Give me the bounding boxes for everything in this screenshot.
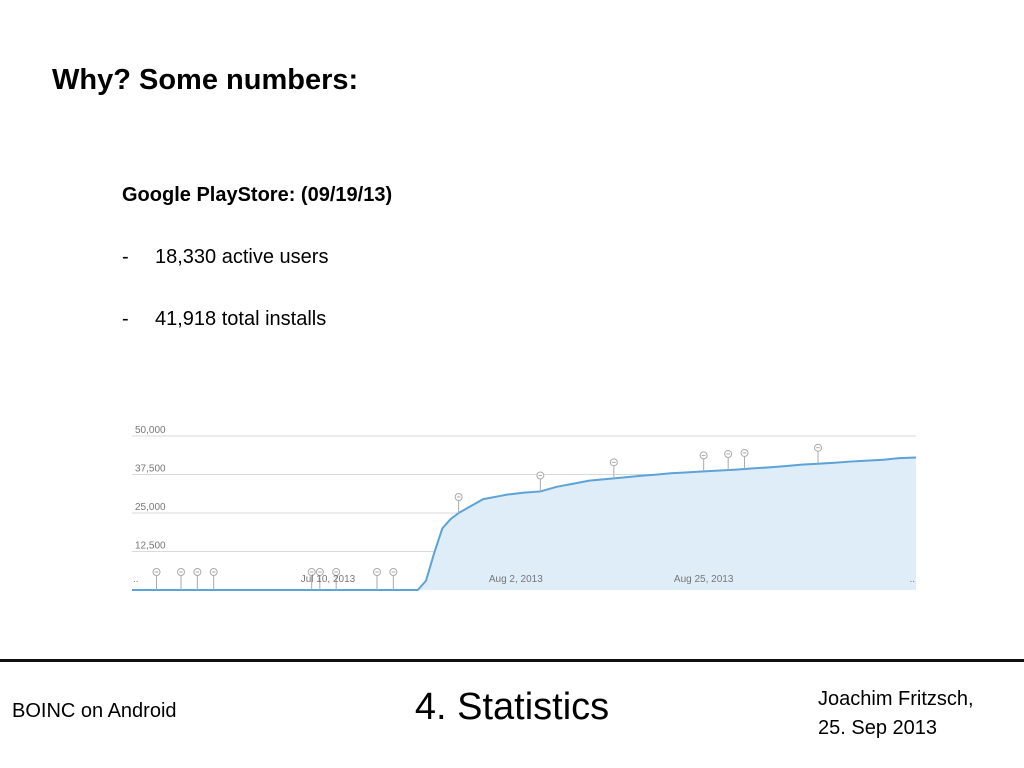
- stat-total-installs: - 41,918 total installs: [122, 308, 326, 331]
- footer-author: Joachim Fritzsch,: [818, 688, 974, 710]
- area-fill: [132, 457, 916, 590]
- stat-text: 41,918 total installs: [155, 308, 327, 330]
- x-tick-label: Jul 10, 2013: [301, 574, 356, 585]
- stat-text: 18,330 active users: [155, 246, 329, 268]
- footer-author-date: Joachim Fritzsch, 25. Sep 2013: [818, 685, 974, 743]
- series-line: [132, 456, 917, 591]
- footer-divider: [0, 659, 1024, 662]
- footer-date: 25. Sep 2013: [818, 717, 937, 739]
- installs-chart: 50,000 37,500 25,000 12,500 Jul 10, 2013 Aug …: [130, 424, 920, 594]
- stat-active-users: - 18,330 active users: [122, 246, 328, 269]
- x-tick-label: Aug 2, 2013: [489, 574, 543, 585]
- footer-presentation-name: BOINC on Android: [12, 700, 177, 722]
- y-tick-label: 12,500: [135, 541, 166, 552]
- bullet-dash: -: [122, 308, 129, 330]
- installs-chart-svg: 50,000 37,500 25,000 12,500 Jul 10, 2013 Aug …: [132, 425, 917, 591]
- y-tick-label: 25,000: [135, 502, 166, 513]
- y-tick-label: 50,000: [135, 425, 166, 436]
- slide-title: Why? Some numbers:: [52, 64, 359, 96]
- playstore-subheading: Google PlayStore: (09/19/13): [122, 184, 393, 206]
- footer-section-title: 4. Statistics: [414, 686, 610, 728]
- x-edge-mark: ..: [909, 574, 915, 585]
- bullet-dash: -: [122, 246, 129, 268]
- x-edge-mark: ..: [133, 574, 139, 585]
- x-tick-label: Aug 25, 2013: [674, 574, 734, 585]
- y-tick-label: 37,500: [135, 464, 166, 475]
